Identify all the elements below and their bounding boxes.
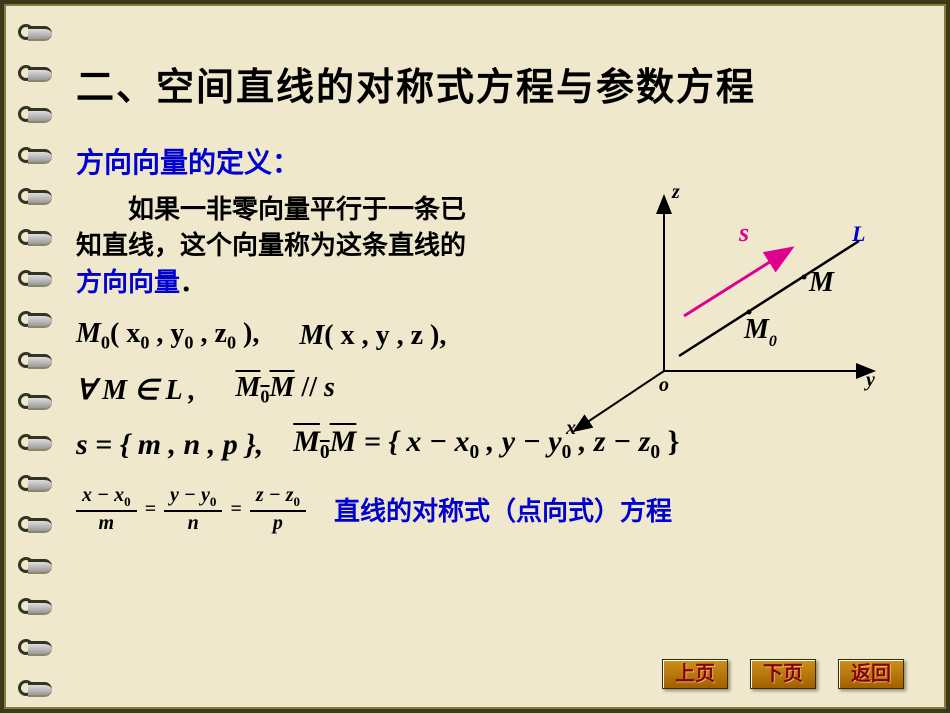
L-label: L [851, 221, 865, 246]
slide-frame: 二、空间直线的对称式方程与参数方程 方向向量的定义： 如果一非零向量平行于一条已… [4, 4, 946, 709]
back-button[interactable]: 返回 [838, 659, 904, 689]
origin-label: o [659, 374, 669, 396]
x-axis [574, 371, 664, 431]
binder-ring [18, 18, 54, 38]
x-axis-label: x [565, 417, 576, 436]
point-m-dot [802, 275, 807, 280]
binder-ring [18, 387, 54, 407]
binder-ring [18, 264, 54, 284]
point-m0: M0( x0 , y0 , z0 ), [76, 318, 259, 354]
s-components: s = { m , n , p }, [76, 428, 263, 462]
binder-ring [18, 182, 54, 202]
eq1: = [145, 498, 156, 521]
M-label: M [808, 267, 835, 298]
frac-y: y − y0 n [164, 484, 222, 533]
para-highlight: 方向向量 [76, 267, 180, 297]
binder-ring [18, 141, 54, 161]
binder-ring [18, 510, 54, 530]
para-post: ． [180, 267, 206, 297]
content-area: 二、空间直线的对称式方程与参数方程 方向向量的定义： 如果一非零向量平行于一条已… [76, 56, 904, 667]
frac-x: x − x0 m [76, 484, 137, 533]
para-pre: 如果一非零向量平行于一条已知直线，这个向量称为这条直线的 [76, 194, 466, 260]
definition-heading: 方向向量的定义： [76, 141, 904, 181]
binder-ring [18, 674, 54, 694]
binder-ring [18, 551, 54, 571]
m0m-parallel: M0M // s [236, 372, 335, 408]
spiral-binding [18, 6, 54, 707]
M0-label: M0 [743, 314, 777, 350]
prev-button[interactable]: 上页 [662, 659, 728, 689]
binder-ring [18, 469, 54, 489]
point-m: M( x , y , z ), [299, 320, 446, 352]
symmetric-equation: x − x0 m = y − y0 n = z − z0 p 直线的对称式（点向… [76, 484, 904, 533]
binder-ring [18, 59, 54, 79]
binder-ring [18, 428, 54, 448]
coordinate-diagram: z y x o s L M M0 [544, 186, 884, 436]
binder-ring [18, 100, 54, 120]
frac-z: z − z0 p [250, 484, 306, 533]
z-axis-label: z [671, 186, 680, 203]
forall-expr: ∀ M ∈ L , [76, 373, 196, 407]
vector-s [684, 248, 792, 316]
binder-ring [18, 592, 54, 612]
section-title: 二、空间直线的对称式方程与参数方程 [76, 56, 904, 111]
binder-ring [18, 346, 54, 366]
binder-ring [18, 305, 54, 325]
binder-ring [18, 633, 54, 653]
eq2: = [230, 498, 241, 521]
binder-ring [18, 223, 54, 243]
s-label: s [738, 218, 749, 247]
equation-label: 直线的对称式（点向式）方程 [334, 491, 672, 528]
y-axis-label: y [864, 369, 875, 391]
definition-text: 如果一非零向量平行于一条已知直线，这个向量称为这条直线的方向向量． [76, 191, 486, 300]
nav-bar: 上页 下页 返回 [662, 659, 904, 689]
next-button[interactable]: 下页 [750, 659, 816, 689]
